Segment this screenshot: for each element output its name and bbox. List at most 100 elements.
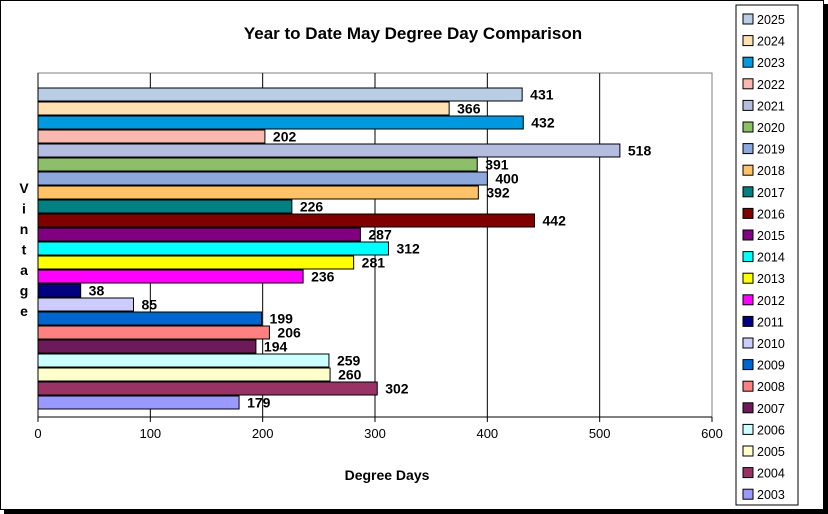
data-label-2016: 442	[543, 213, 567, 229]
legend-swatch-2018	[742, 164, 754, 176]
data-label-2015: 287	[368, 227, 392, 243]
legend-swatch-2005	[742, 445, 754, 457]
bar-2004	[37, 381, 378, 396]
data-label-2003: 179	[247, 395, 271, 411]
legend-swatch-2007	[742, 402, 754, 414]
data-label-2011: 38	[89, 283, 105, 299]
legend-label-2020: 2020	[757, 121, 785, 135]
legend-label-2023: 2023	[757, 56, 785, 70]
bar-2011	[37, 283, 82, 298]
bar-2025	[37, 87, 523, 102]
legend-swatch-2004	[742, 467, 754, 479]
legend: 2025 2024 2023 2022 2021 2020 2019 2018 2017 2016…	[735, 4, 799, 506]
bar-2021	[37, 143, 621, 158]
y-axis-title-letter: n	[20, 221, 29, 237]
data-label-2022: 202	[273, 129, 297, 145]
legend-swatch-2017	[742, 186, 754, 198]
data-label-2023: 432	[531, 115, 555, 131]
data-label-2014: 312	[396, 241, 420, 257]
x-tick-label: 100	[139, 426, 161, 441]
data-label-2010: 85	[141, 297, 157, 313]
legend-label-2019: 2019	[757, 143, 785, 157]
bar-2013	[37, 255, 355, 270]
data-label-2017: 226	[300, 199, 324, 215]
legend-label-2006: 2006	[757, 423, 785, 437]
x-tick-label: 600	[701, 426, 723, 441]
legend-label-2017: 2017	[757, 186, 785, 200]
legend-swatch-2019	[742, 143, 754, 155]
data-label-2021: 518	[628, 143, 652, 159]
legend-swatch-2003	[742, 488, 754, 500]
legend-swatch-2013	[742, 272, 754, 284]
data-label-2019: 400	[495, 171, 519, 187]
legend-label-2008: 2008	[757, 380, 785, 394]
data-label-2012: 236	[311, 269, 335, 285]
data-label-2007: 194	[264, 339, 288, 355]
x-axis-title: Degree Days	[345, 467, 430, 483]
legend-swatch-2014	[742, 251, 754, 263]
bar-2018	[37, 185, 479, 200]
data-label-2018: 392	[486, 185, 510, 201]
bar-2015	[37, 227, 361, 242]
legend-label-2021: 2021	[757, 99, 785, 113]
legend-swatch-2025	[742, 13, 754, 25]
bar-2010	[37, 297, 134, 312]
chart-title: Year to Date May Degree Day Comparison	[244, 24, 582, 43]
legend-swatch-2010	[742, 337, 754, 349]
legend-label-2018: 2018	[757, 164, 785, 178]
data-label-2009: 199	[270, 311, 294, 327]
bar-2017	[37, 199, 293, 214]
legend-label-2010: 2010	[757, 337, 785, 351]
legend-swatch-2008	[742, 380, 754, 392]
data-label-2008: 206	[277, 325, 301, 341]
legend-label-2022: 2022	[757, 78, 785, 92]
legend-label-2004: 2004	[757, 467, 785, 481]
bar-2020	[37, 157, 478, 172]
legend-swatch-2023	[742, 56, 754, 68]
legend-swatch-2021	[742, 99, 754, 111]
data-label-2004: 302	[385, 381, 409, 397]
legend-swatch-2012	[742, 294, 754, 306]
data-label-2020: 391	[485, 157, 509, 173]
legend-label-2015: 2015	[757, 229, 785, 243]
bar-2024	[37, 101, 450, 116]
y-axis-title-letter: g	[20, 283, 29, 299]
bar-2009	[37, 311, 263, 326]
data-label-2013: 281	[362, 255, 386, 271]
x-tick-label: 500	[589, 426, 611, 441]
legend-label-2003: 2003	[757, 488, 785, 502]
y-axis-title-letter: i	[22, 201, 26, 217]
bar-2016	[37, 213, 536, 228]
legend-label-2016: 2016	[757, 207, 785, 221]
data-label-2005: 260	[338, 367, 362, 383]
data-label-2006: 259	[337, 353, 361, 369]
legend-label-2011: 2011	[757, 315, 784, 329]
bar-2019	[37, 171, 488, 186]
legend-swatch-2024	[742, 35, 754, 47]
y-axis-title-letter: t	[22, 242, 27, 258]
legend-swatch-2011	[742, 315, 754, 327]
legend-label-2013: 2013	[757, 272, 785, 286]
bar-2014	[37, 241, 389, 256]
legend-swatch-2016	[742, 207, 754, 219]
legend-label-2007: 2007	[757, 402, 785, 416]
plot-area: 0 100 200 300 400 500 600431366432202518391400…	[34, 72, 723, 441]
legend-label-2012: 2012	[757, 294, 785, 308]
legend-label-2024: 2024	[757, 35, 785, 49]
bar-2008	[37, 325, 270, 340]
x-tick-label: 200	[252, 426, 274, 441]
y-axis-title-letter: e	[20, 303, 28, 319]
x-tick-label: 0	[34, 426, 41, 441]
bar-2003	[37, 395, 240, 410]
bar-2012	[37, 269, 304, 284]
y-axis-title-letter: a	[20, 262, 28, 278]
legend-swatch-2006	[742, 423, 754, 435]
legend-swatch-2009	[742, 359, 754, 371]
bar-2023	[37, 115, 524, 130]
bar-2007	[37, 339, 257, 354]
legend-swatch-2020	[742, 121, 754, 133]
x-tick-label: 400	[476, 426, 498, 441]
legend-label-2009: 2009	[757, 359, 785, 373]
